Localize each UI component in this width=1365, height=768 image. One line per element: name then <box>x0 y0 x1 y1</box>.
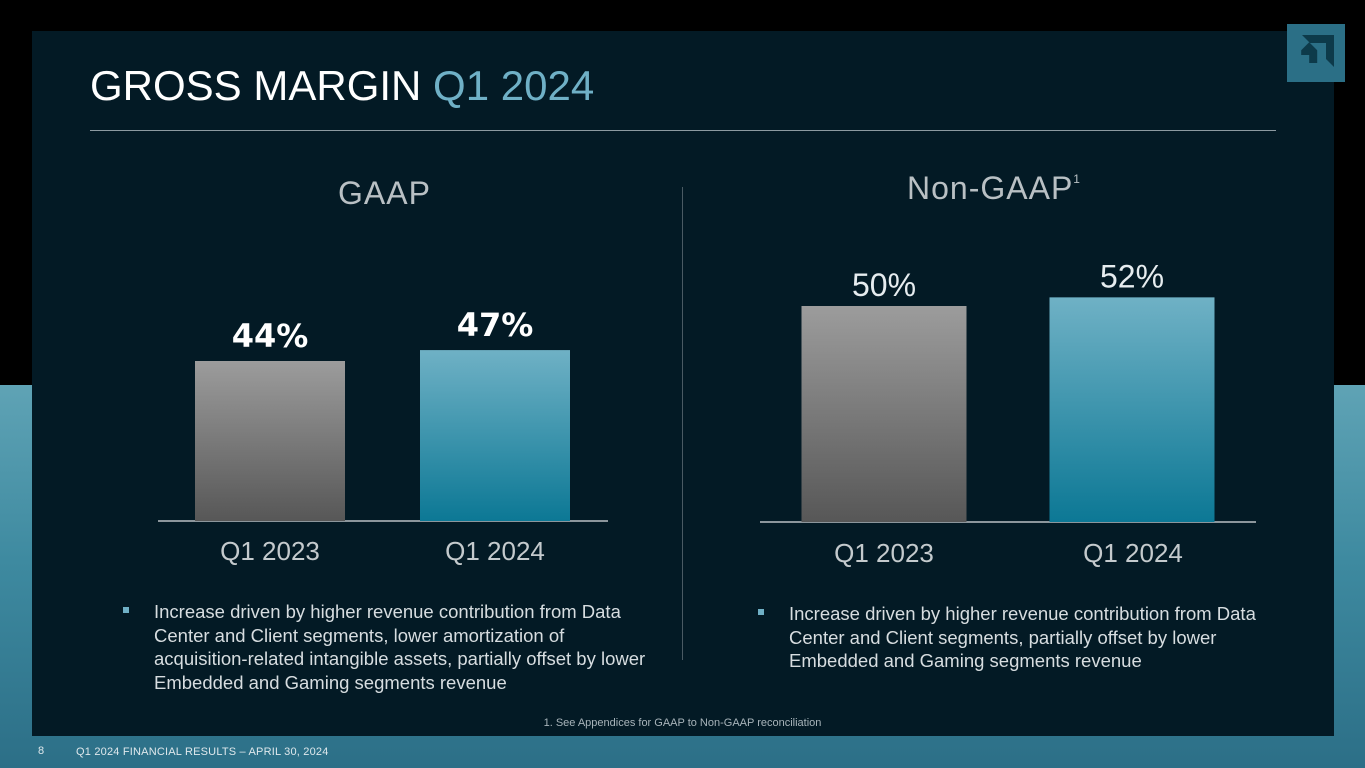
title-divider <box>90 130 1276 131</box>
non-gaap-footnote-marker: 1 <box>1073 172 1081 186</box>
page-number: 8 <box>38 745 45 757</box>
page-title: GROSS MARGIN Q1 2024 <box>90 62 594 110</box>
bullet-marker <box>123 607 129 613</box>
footnote: 1. See Appendices for GAAP to Non-GAAP r… <box>543 717 822 729</box>
non-gaap-bullet: Increase driven by higher revenue contri… <box>758 602 1259 673</box>
title-accent: Q1 2024 <box>433 62 595 109</box>
gaap-value-label-q1-2024: 47% <box>457 306 534 344</box>
gaap-heading: GAAP <box>338 175 431 212</box>
gaap-bullet: Increase driven by higher revenue contri… <box>123 600 654 694</box>
amd-arrow-icon <box>1301 35 1334 67</box>
gaap-bar-q1-2023 <box>195 361 345 521</box>
gaap-value-label-q1-2023: 44% <box>232 317 309 355</box>
non-gaap-bar-q1-2024 <box>1049 297 1215 522</box>
bullet-marker <box>758 609 764 615</box>
gaap-heading-text: GAAP <box>338 175 431 211</box>
title-main: GROSS MARGIN <box>90 62 422 109</box>
non-gaap-bar-q1-2023 <box>801 306 967 522</box>
amd-logo <box>1287 24 1345 82</box>
gaap-bar-q1-2024 <box>420 350 570 521</box>
non-gaap-heading: Non-GAAP1 <box>907 170 1081 207</box>
non-gaap-bullet-text: Increase driven by higher revenue contri… <box>789 603 1256 671</box>
gaap-category-q1-2024: Q1 2024 <box>445 536 545 566</box>
non-gaap-category-q1-2023: Q1 2023 <box>834 538 934 568</box>
footer-text: Q1 2024 FINANCIAL RESULTS – APRIL 30, 20… <box>76 746 329 758</box>
non-gaap-category-q1-2024: Q1 2024 <box>1083 538 1183 568</box>
gaap-bullet-text: Increase driven by higher revenue contri… <box>154 601 646 693</box>
section-divider <box>682 187 683 660</box>
non-gaap-value-label-q1-2023: 50% <box>852 267 916 303</box>
non-gaap-value-label-q1-2024: 52% <box>1100 258 1164 294</box>
gaap-category-q1-2023: Q1 2023 <box>220 536 320 566</box>
non-gaap-heading-text: Non-GAAP <box>907 170 1074 206</box>
